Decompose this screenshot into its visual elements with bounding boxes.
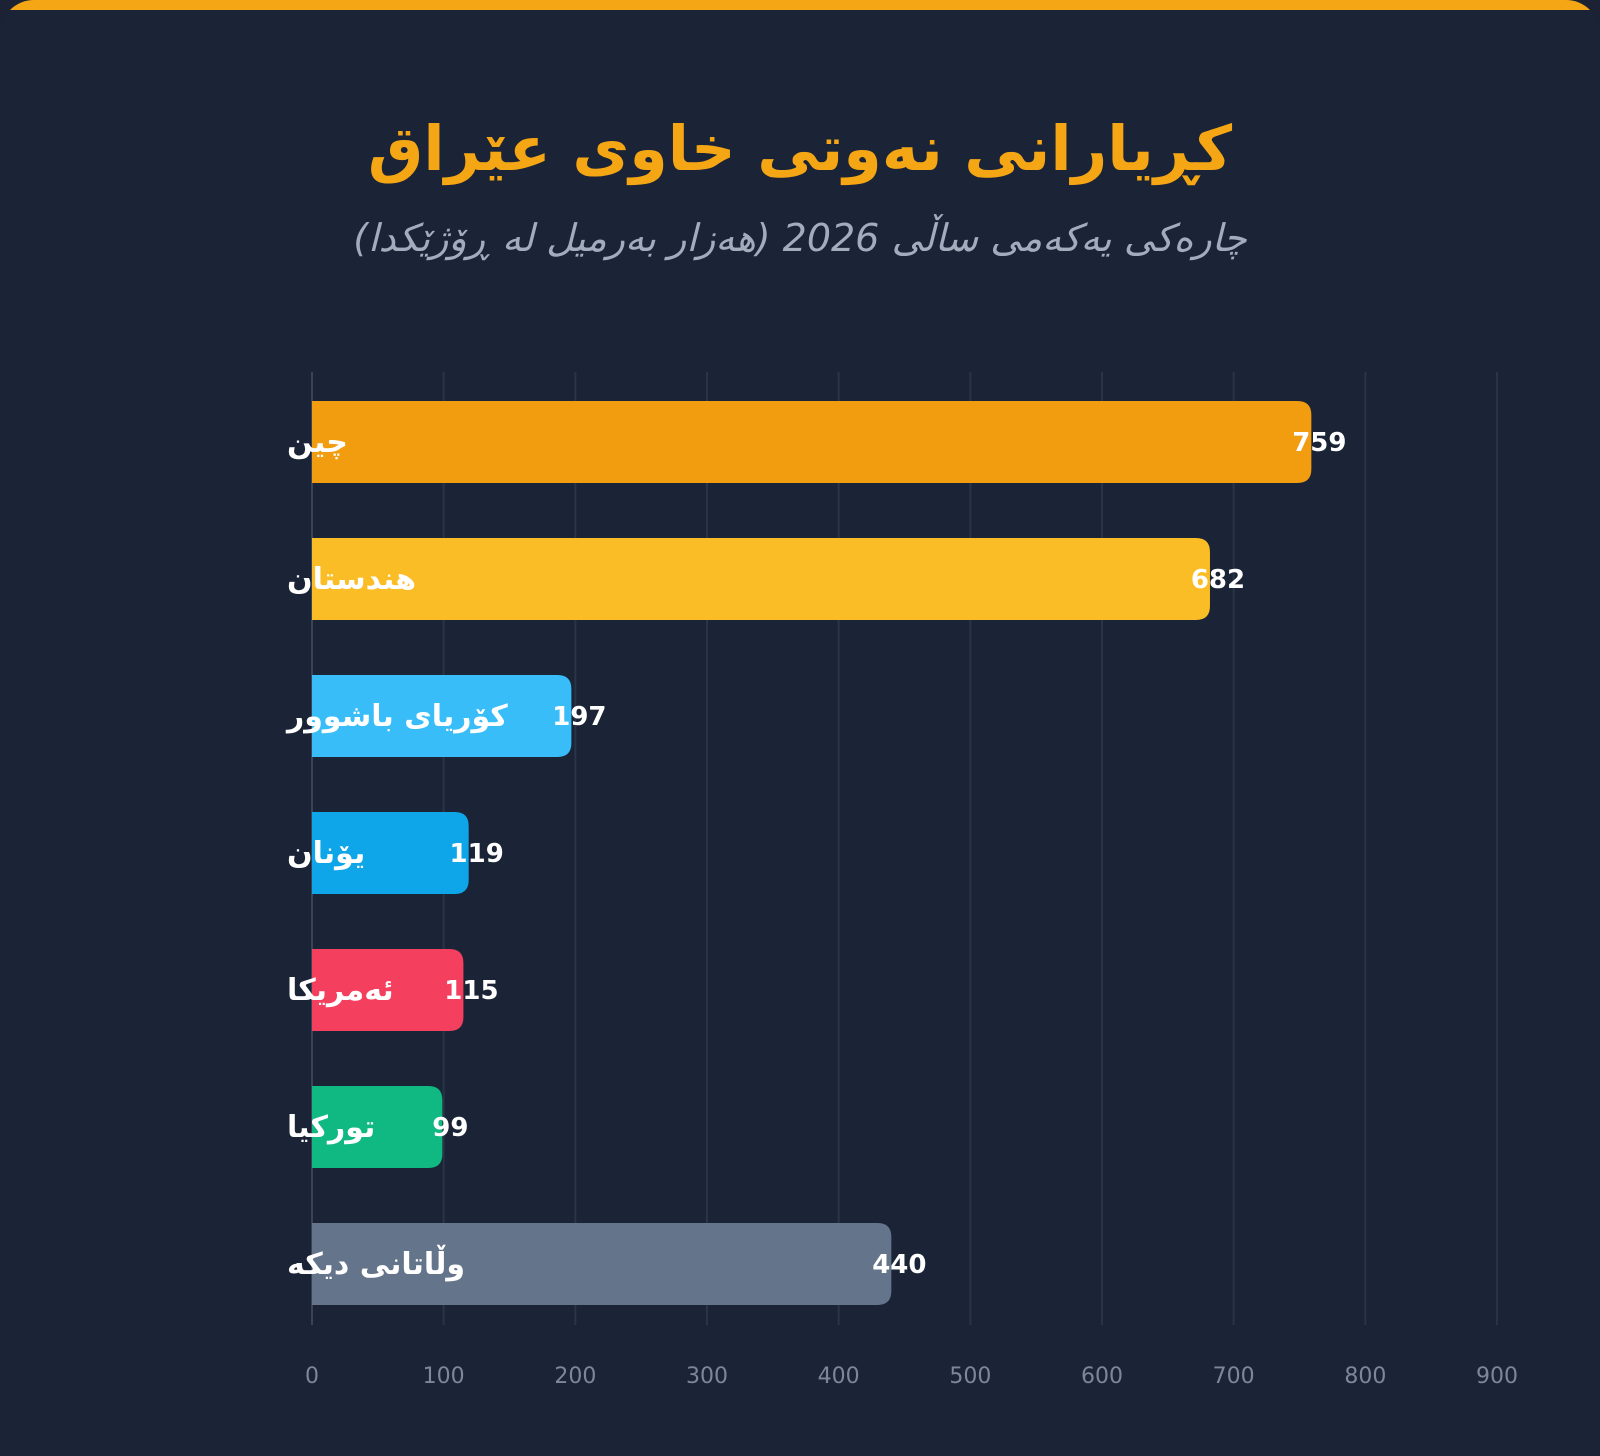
x-tick-label: 900: [1476, 1364, 1518, 1389]
x-tick-label: 700: [1213, 1364, 1255, 1389]
bar-value-label: 119: [450, 839, 504, 869]
chart-title: کڕیارانی نەوتی خاوی عێراق: [367, 112, 1233, 185]
bar: [312, 1223, 892, 1305]
x-tick-label: 800: [1344, 1364, 1386, 1389]
bar-value-label: 440: [872, 1250, 926, 1280]
top-accent-bar: [0, 0, 1600, 10]
bar-value-label: 759: [1292, 428, 1346, 458]
bar: [312, 1086, 443, 1168]
bar: [312, 401, 1312, 483]
x-tick-label: 200: [554, 1364, 596, 1389]
category-label: وڵاتانی دیکە: [287, 1245, 465, 1282]
bar: [312, 812, 469, 894]
category-label: تورکیا: [287, 1110, 375, 1145]
bar-value-label: 115: [444, 976, 498, 1006]
bar: [312, 538, 1210, 620]
category-label: چین: [287, 425, 348, 460]
category-label: کۆریای باشوور: [285, 699, 508, 734]
x-tick-label: 0: [305, 1364, 319, 1389]
x-tick-label: 500: [949, 1364, 991, 1389]
x-tick-label: 100: [423, 1364, 465, 1389]
chart-subtitle: چارەکی یەکەمی ساڵی 2026 (هەزار بەرمیل لە…: [353, 216, 1247, 260]
x-tick-label: 300: [686, 1364, 728, 1389]
x-tick-label: 400: [818, 1364, 860, 1389]
bar: [312, 949, 464, 1031]
category-label: ئەمریکا: [287, 973, 394, 1008]
bar-value-label: 197: [552, 702, 606, 732]
category-label: یۆنان: [287, 836, 365, 871]
x-tick-label: 600: [1081, 1364, 1123, 1389]
bar: [312, 675, 572, 757]
category-label: هندستان: [287, 562, 416, 597]
bar-value-label: 99: [432, 1113, 468, 1143]
bar-value-label: 682: [1191, 565, 1245, 595]
